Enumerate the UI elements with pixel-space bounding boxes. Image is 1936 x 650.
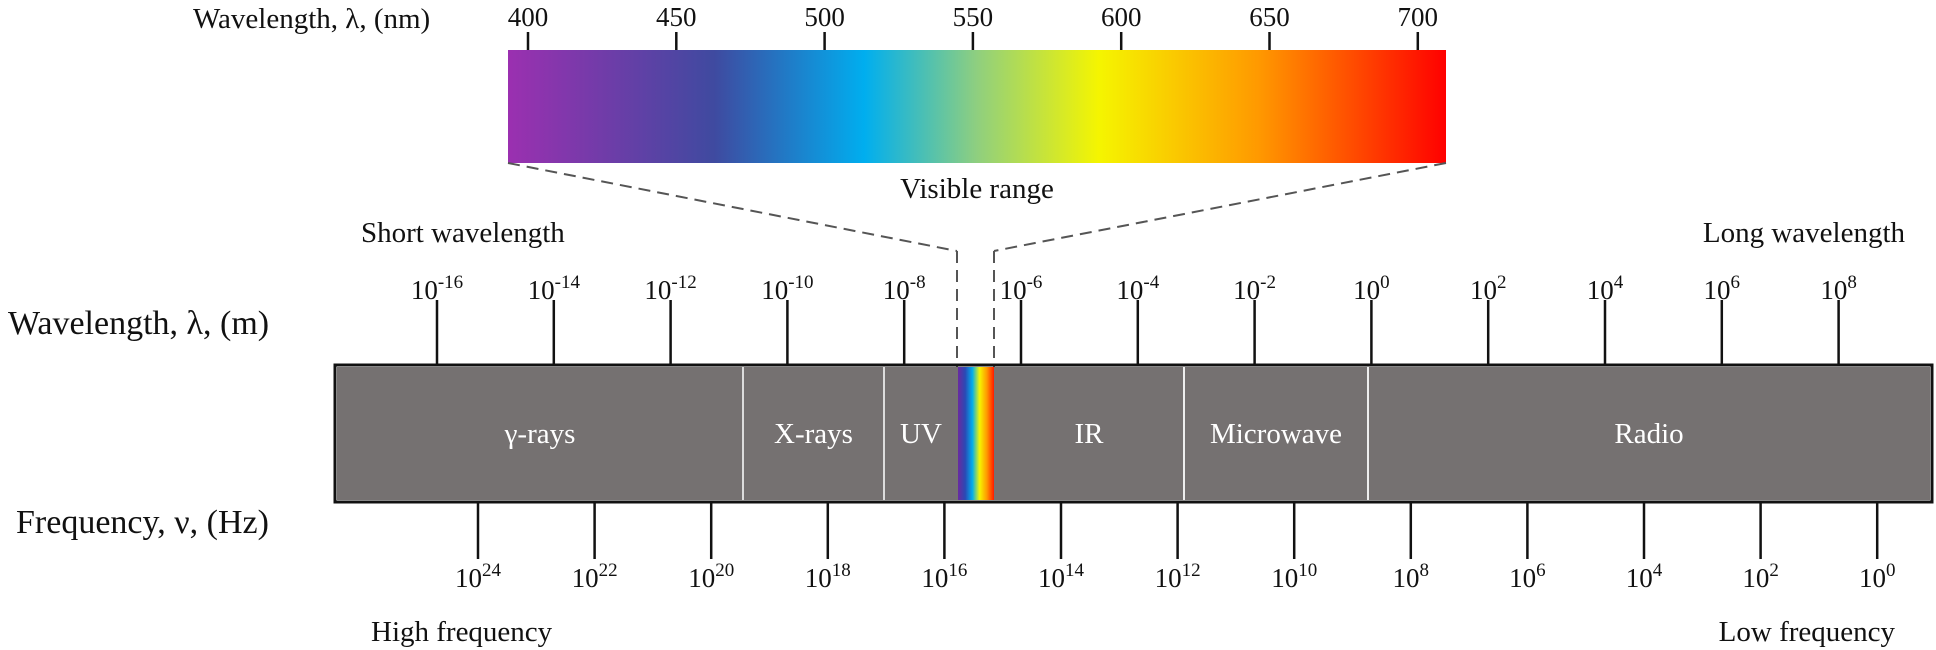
wavelength-tick-label: 108: [1820, 272, 1857, 305]
wavelength-tick-label: 10-8: [883, 272, 926, 305]
frequency-tick-label: 1014: [1038, 560, 1085, 593]
wavelength-axis-label: Wavelength, λ, (m): [8, 305, 269, 342]
frequency-tick-label: 100: [1859, 560, 1896, 593]
wavelength-tick-label: 10-2: [1233, 272, 1276, 305]
visible-tick-label-500: 500: [804, 2, 845, 32]
visible-tick-label-650: 650: [1249, 2, 1290, 32]
radio-band: [1368, 367, 1930, 500]
wavelength-tick-label: 10-6: [1000, 272, 1043, 305]
gamma-rays-band-label: γ-rays: [504, 418, 576, 450]
zoom-connector-left: [507, 162, 958, 252]
wavelength-tick-label: 106: [1704, 272, 1741, 305]
ir-band: [994, 367, 1184, 500]
wavelength-tick-label: 10-10: [761, 272, 813, 305]
frequency-tick-label: 102: [1742, 560, 1779, 593]
spectrum-bar-border: [333, 363, 1934, 504]
wavelength-tick-label: 10-12: [644, 272, 696, 305]
frequency-tick-label: 1024: [455, 560, 502, 593]
frequency-tick-label: 1022: [572, 560, 618, 593]
microwave-band: [1184, 367, 1368, 500]
zoom-connector-right: [993, 162, 1447, 252]
ir-band-label: IR: [1075, 418, 1105, 450]
frequency-tick-label: 104: [1626, 560, 1663, 593]
uv-band: [884, 367, 958, 500]
visible-tick-label-400: 400: [508, 2, 549, 32]
visible-tick-label-550: 550: [953, 2, 994, 32]
microwave-band-label: Microwave: [1210, 418, 1342, 450]
radio-band-label: Radio: [1614, 418, 1683, 450]
frequency-tick-label: 106: [1509, 560, 1546, 593]
wavelength-tick-label: 10-16: [411, 272, 463, 305]
frequency-axis-ticks: 1024 1022 1020 1018 1016 1014 1012 1010 108 106 10…: [455, 502, 1895, 593]
uv-band-label: UV: [900, 418, 942, 450]
frequency-tick-label: 1010: [1271, 560, 1317, 593]
visible-axis-label: Wavelength, λ, (nm): [193, 3, 430, 35]
short-wavelength-label: Short wavelength: [361, 217, 565, 249]
spectrum-bands: γ-rays X-rays UV IR Microwave Radio: [337, 367, 1930, 500]
frequency-tick-label: 108: [1393, 560, 1430, 593]
frequency-axis-label: Frequency, ν, (Hz): [16, 504, 269, 541]
wavelength-tick-label: 100: [1353, 272, 1390, 305]
wavelength-tick-label: 102: [1470, 272, 1507, 305]
visible-strip: [958, 367, 994, 500]
frequency-tick-label: 1012: [1155, 560, 1201, 593]
gamma-rays-band: [337, 367, 743, 500]
long-wavelength-label: Long wavelength: [1703, 217, 1906, 249]
visible-tick-label-600: 600: [1101, 2, 1142, 32]
visible-spectrum-bar: [508, 50, 1446, 163]
high-frequency-label: High frequency: [371, 616, 553, 648]
visible-tick-label-700: 700: [1398, 2, 1439, 32]
frequency-tick-label: 1018: [805, 560, 851, 593]
wavelength-axis-ticks: 10-16 10-14 10-12 10-10 10-8 10-6 10-4 10-2 100 1…: [411, 272, 1857, 365]
visible-range-label: Visible range: [900, 173, 1054, 205]
visible-tick-label-450: 450: [656, 2, 697, 32]
x-rays-band-label: X-rays: [774, 418, 853, 450]
wavelength-tick-label: 104: [1587, 272, 1624, 305]
x-rays-band: [743, 367, 884, 500]
frequency-tick-label: 1020: [688, 560, 734, 593]
wavelength-tick-label: 10-14: [528, 272, 581, 305]
visible-axis-ticks: 400 450 500 550 600 650 700: [508, 2, 1438, 50]
wavelength-tick-label: 10-4: [1116, 272, 1159, 305]
low-frequency-label: Low frequency: [1719, 616, 1896, 648]
frequency-tick-label: 1016: [921, 560, 967, 593]
